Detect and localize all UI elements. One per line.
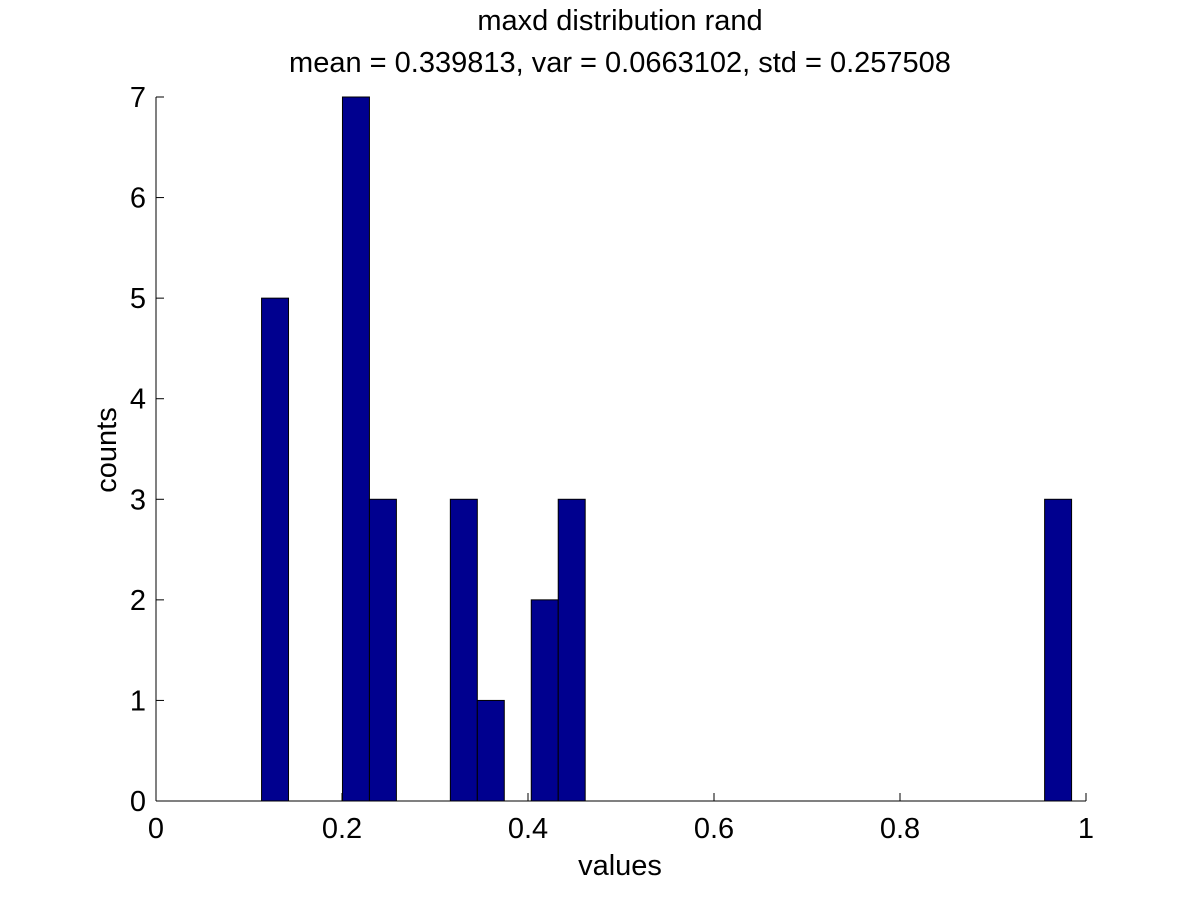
- x-tick-label: 0: [148, 813, 164, 845]
- x-tick-label: 1: [1078, 813, 1094, 845]
- bars-layer: [261, 96, 1073, 802]
- y-tick-label: 1: [130, 685, 146, 717]
- histogram-bar-6: [530, 599, 559, 802]
- histogram-bar-5: [476, 699, 505, 802]
- x-tick-label: 0.8: [880, 813, 920, 845]
- x-tick-label: 0.4: [508, 813, 548, 845]
- histogram-bar-4: [449, 498, 478, 802]
- histogram-bar-2: [341, 96, 370, 802]
- x-tick-label: 0.6: [694, 813, 734, 845]
- x-tick-label: 0.2: [322, 813, 362, 845]
- histogram-bar-3: [368, 498, 397, 802]
- x-axis-label: values: [578, 850, 662, 882]
- ticks-layer: 0 0.2 0.4 0.6 0.8 1 0 1 2 3 4 5 6 7: [130, 82, 1094, 845]
- y-tick-label: 7: [130, 82, 146, 114]
- chart-subtitle: mean = 0.339813, var = 0.0663102, std = …: [289, 47, 951, 79]
- chart-title: maxd distribution rand: [477, 5, 762, 37]
- y-tick-label: 3: [130, 484, 146, 516]
- y-tick-label: 5: [130, 283, 146, 315]
- y-tick-label: 0: [130, 786, 146, 818]
- histogram-bar-8: [1044, 498, 1073, 802]
- y-tick-label: 4: [130, 384, 146, 416]
- histogram-bar-7: [557, 498, 586, 802]
- histogram-bar-1: [261, 297, 290, 802]
- y-axis-label: counts: [91, 407, 123, 492]
- axes-layer: [155, 97, 1086, 802]
- y-tick-label: 2: [130, 585, 146, 617]
- y-tick-label: 6: [130, 183, 146, 215]
